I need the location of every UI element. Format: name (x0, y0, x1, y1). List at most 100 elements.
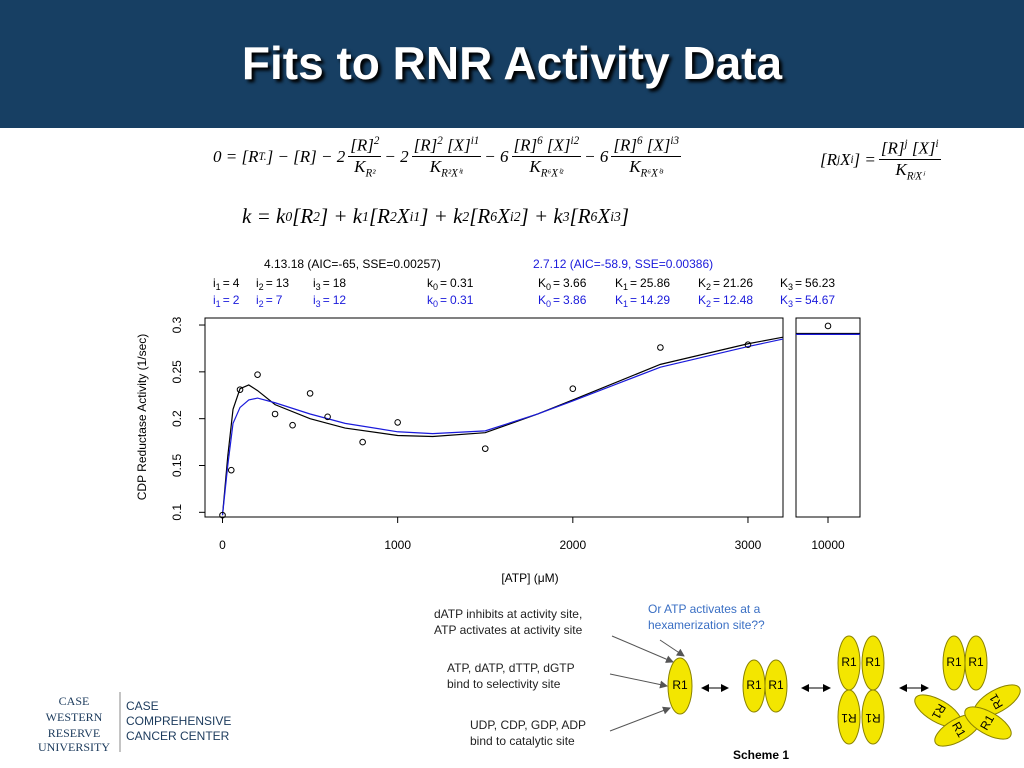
y-tick-label: 0.15 (170, 453, 184, 477)
param-value: 3.66 (563, 276, 587, 290)
param-symbol: i (213, 276, 216, 290)
subunit-label: R1 (841, 711, 857, 725)
logo-text: WESTERN (46, 710, 103, 724)
param-symbol: K (780, 293, 788, 307)
subunit-label: R1 (841, 655, 857, 669)
eq-text: K (429, 156, 442, 176)
fraction: [R]6 [X]i2 KR⁶Xⁱ² (511, 135, 582, 180)
eq-superscript: i3 (610, 208, 621, 224)
param-subscript: 0 (546, 282, 551, 292)
eq-text: K (354, 156, 366, 176)
param-relation: = (266, 276, 273, 290)
y-tick-label: 0.1 (170, 504, 184, 521)
subunit-label: R1 (946, 655, 962, 669)
eq-superscript: 2 (373, 135, 380, 147)
eq-superscript: 2 (313, 208, 320, 224)
param-relation: = (795, 276, 802, 290)
param-relation: = (553, 276, 560, 290)
subunit-label: R1 (746, 678, 762, 692)
subunit-label: R1 (968, 655, 984, 669)
eq-subscript: 0 (285, 208, 293, 224)
eq-subscript: 2 (462, 208, 470, 224)
param-relation: = (713, 276, 720, 290)
eq-superscript: i (935, 138, 939, 150)
x-tick-label: 1000 (384, 538, 411, 552)
eq-text: [R] (880, 138, 905, 158)
fit-parameter: i1 = 4 (213, 276, 240, 292)
eq-superscript: j (837, 154, 841, 167)
eq-superscript: j (904, 138, 908, 150)
data-point (569, 385, 577, 393)
eq-superscript: 6 (590, 208, 598, 224)
param-subscript: 1 (216, 299, 221, 309)
eq-superscript: i2 (509, 208, 521, 224)
eq-text: − 6 (484, 147, 509, 167)
eq-text: [R] (350, 135, 374, 155)
eq-text: K (629, 156, 641, 176)
param-symbol: i (313, 276, 316, 290)
eq-text: ] + k (520, 204, 563, 228)
scheme-annotation: UDP, CDP, GDP, ADP (470, 718, 586, 732)
fit-parameter: K2 = 12.48 (698, 293, 753, 309)
subunit-label: R1 (865, 711, 881, 725)
param-symbol: K (538, 276, 546, 290)
subunit (964, 635, 988, 691)
param-symbol: K (698, 276, 706, 290)
fit-parameter: i3 = 18 (313, 276, 346, 292)
subunit-label: R1 (949, 719, 969, 740)
data-point (236, 386, 244, 393)
y-axis-label: CDP Reductase Activity (1/sec) (135, 334, 149, 501)
param-relation: = (223, 293, 230, 307)
eq-text: 0 = [R (213, 147, 259, 167)
subunit (764, 659, 788, 713)
eq-text: [X] (442, 135, 471, 155)
subunit (861, 689, 885, 745)
fit-parameter: k0 = 0.31 (427, 293, 474, 309)
param-subscript: 2 (259, 282, 264, 292)
data-point (324, 413, 331, 421)
eq-text: [R] (613, 135, 637, 155)
param-subscript: 1 (216, 282, 221, 292)
subunit-label: R1 (672, 678, 688, 692)
eq-text: ] + k (420, 204, 463, 228)
logo-text: COMPREHENSIVE (126, 714, 231, 728)
fit-parameter: K3 = 56.23 (780, 276, 835, 292)
numerator: [R]2 [X]i1 (411, 135, 482, 157)
param-subscript: 2 (706, 299, 711, 309)
eq-text: [X] (907, 138, 936, 158)
param-symbol: K (615, 293, 623, 307)
logo-text: CANCER CENTER (126, 729, 230, 743)
eq-subscript: R⁶Xⁱ³ (640, 167, 664, 180)
data-point (289, 421, 296, 429)
eq-text: ] + k (319, 204, 363, 228)
param-value: 0.31 (450, 276, 474, 290)
param-value: 7 (276, 293, 283, 307)
arrow (659, 639, 685, 657)
param-symbol: i (256, 276, 259, 290)
fraction: [R]j [X]i KRʲXⁱ (878, 138, 941, 182)
eq-superscript: 6 (537, 135, 543, 147)
scheme-caption: Scheme 1 (733, 748, 789, 762)
eq-superscript: 2 (437, 135, 443, 147)
fit-parameter: K0 = 3.66 (538, 276, 587, 292)
fit-parameter: i2 = 13 (256, 276, 289, 292)
param-relation: = (630, 293, 637, 307)
param-symbol: i (256, 293, 259, 307)
param-relation: = (266, 293, 273, 307)
eq-text: K (895, 159, 907, 179)
logo-text: CASE (126, 699, 159, 713)
header-band (0, 0, 1024, 128)
eq-subscript: R⁶Xⁱ² (540, 167, 564, 180)
fit-line (221, 338, 783, 516)
data-point (306, 390, 314, 397)
param-value: 12 (333, 293, 347, 307)
param-value: 18 (333, 276, 347, 290)
scheme-annotation: dATP inhibits at activity site, (434, 607, 582, 621)
param-symbol: K (780, 276, 788, 290)
param-relation: = (795, 293, 802, 307)
arrow (609, 673, 668, 689)
subunit (964, 706, 1012, 740)
param-symbol: K (538, 293, 546, 307)
